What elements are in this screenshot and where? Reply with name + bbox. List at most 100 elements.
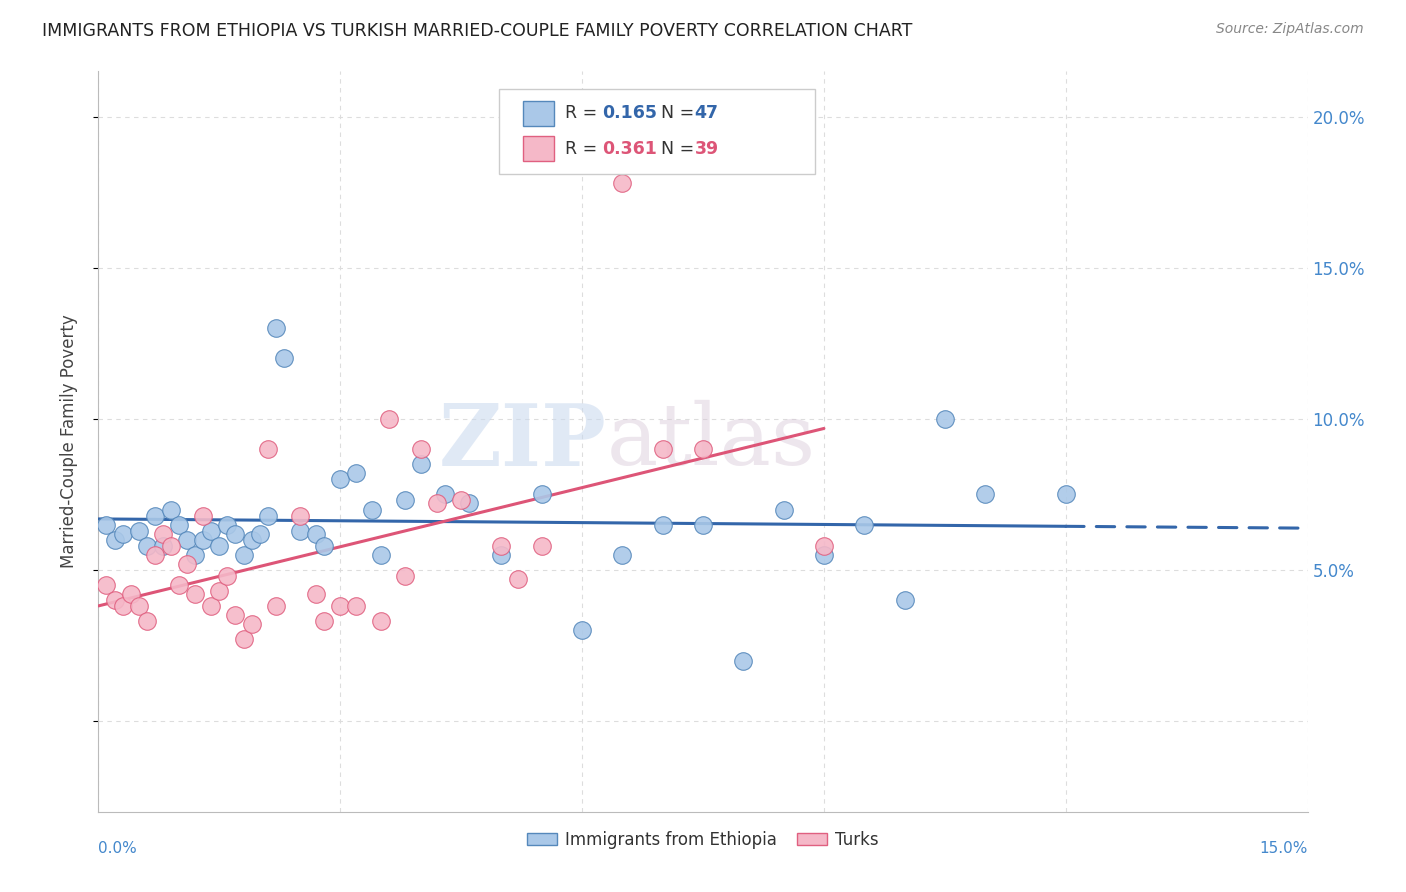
Point xyxy=(193,533,215,547)
Point xyxy=(103,533,125,547)
Point xyxy=(370,615,392,629)
Point xyxy=(152,539,174,553)
Point xyxy=(409,457,432,471)
Point xyxy=(361,502,384,516)
Point xyxy=(256,508,278,523)
Point xyxy=(530,487,553,501)
Point xyxy=(208,539,231,553)
Text: R =: R = xyxy=(565,140,603,158)
Point xyxy=(176,533,198,547)
Point xyxy=(530,539,553,553)
Text: ZIP: ZIP xyxy=(439,400,606,483)
Y-axis label: Married-Couple Family Poverty: Married-Couple Family Poverty xyxy=(59,315,77,568)
Point xyxy=(273,351,295,366)
Point xyxy=(370,548,392,562)
Point xyxy=(377,412,399,426)
Point xyxy=(184,548,207,562)
Point xyxy=(934,412,956,426)
Point xyxy=(1054,487,1077,501)
Text: N =: N = xyxy=(661,140,700,158)
Point xyxy=(571,624,593,638)
Text: 0.361: 0.361 xyxy=(602,140,657,158)
Text: 0.165: 0.165 xyxy=(602,104,657,122)
Point xyxy=(232,632,254,647)
Point xyxy=(853,517,876,532)
Point xyxy=(288,524,311,538)
Text: 0.0%: 0.0% xyxy=(98,841,138,856)
Text: Source: ZipAtlas.com: Source: ZipAtlas.com xyxy=(1216,22,1364,37)
Point xyxy=(240,617,263,632)
Point xyxy=(426,496,449,510)
Point xyxy=(651,517,673,532)
Point xyxy=(733,654,755,668)
Point xyxy=(96,578,118,592)
Point xyxy=(249,526,271,541)
Point xyxy=(256,442,278,456)
Text: atlas: atlas xyxy=(606,400,815,483)
Point xyxy=(184,587,207,601)
Point xyxy=(305,587,328,601)
Point xyxy=(491,539,513,553)
Point xyxy=(409,442,432,456)
Point xyxy=(135,539,157,553)
Point xyxy=(103,593,125,607)
Point xyxy=(224,526,246,541)
Point xyxy=(458,496,481,510)
Point xyxy=(288,508,311,523)
Point xyxy=(813,539,835,553)
Point xyxy=(692,517,714,532)
Point xyxy=(128,524,150,538)
Point xyxy=(200,599,222,614)
Point xyxy=(152,526,174,541)
Point xyxy=(305,526,328,541)
Point xyxy=(167,517,190,532)
Text: 39: 39 xyxy=(695,140,718,158)
Point xyxy=(217,517,239,532)
Point xyxy=(128,599,150,614)
Point xyxy=(974,487,997,501)
Point xyxy=(329,599,352,614)
Point xyxy=(314,615,336,629)
Point xyxy=(217,569,239,583)
Point xyxy=(893,593,915,607)
Point xyxy=(434,487,457,501)
Point xyxy=(612,548,634,562)
Legend: Immigrants from Ethiopia, Turks: Immigrants from Ethiopia, Turks xyxy=(520,824,886,855)
Point xyxy=(394,493,416,508)
Point xyxy=(224,608,246,623)
Point xyxy=(506,572,529,586)
Point xyxy=(111,599,134,614)
Point xyxy=(167,578,190,592)
Point xyxy=(344,467,367,481)
Point xyxy=(394,569,416,583)
Point xyxy=(193,508,215,523)
Point xyxy=(160,539,183,553)
Point xyxy=(135,615,157,629)
Text: N =: N = xyxy=(661,104,700,122)
Text: R =: R = xyxy=(565,104,603,122)
Text: 15.0%: 15.0% xyxy=(1260,841,1308,856)
Point xyxy=(208,584,231,599)
Text: IMMIGRANTS FROM ETHIOPIA VS TURKISH MARRIED-COUPLE FAMILY POVERTY CORRELATION CH: IMMIGRANTS FROM ETHIOPIA VS TURKISH MARR… xyxy=(42,22,912,40)
Point xyxy=(232,548,254,562)
Point xyxy=(692,442,714,456)
Point xyxy=(200,524,222,538)
Point xyxy=(143,508,166,523)
Point xyxy=(813,548,835,562)
Point xyxy=(314,539,336,553)
Point xyxy=(96,517,118,532)
Point xyxy=(264,599,287,614)
Point xyxy=(240,533,263,547)
Point xyxy=(329,472,352,486)
Point xyxy=(450,493,472,508)
Point xyxy=(120,587,142,601)
Point xyxy=(772,502,794,516)
Point xyxy=(344,599,367,614)
Text: 47: 47 xyxy=(695,104,718,122)
Point xyxy=(651,442,673,456)
Point xyxy=(264,321,287,335)
Point xyxy=(111,526,134,541)
Point xyxy=(176,557,198,571)
Point xyxy=(612,176,634,190)
Point xyxy=(160,502,183,516)
